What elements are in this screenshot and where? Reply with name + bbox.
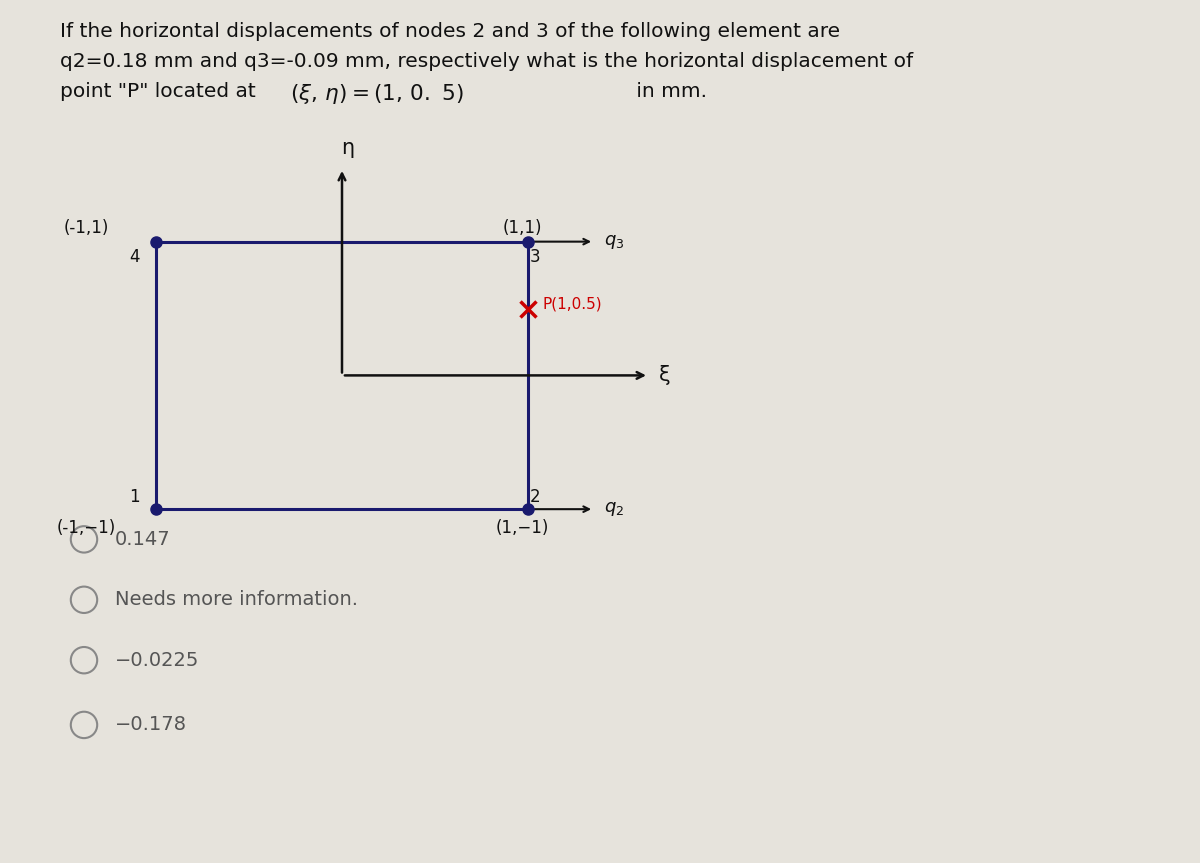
Text: P(1,0.5): P(1,0.5)	[542, 297, 602, 312]
Text: q2=0.18 mm and q3=-0.09 mm, respectively what is the horizontal displacement of: q2=0.18 mm and q3=-0.09 mm, respectively…	[60, 52, 913, 71]
Text: (-1,−1): (-1,−1)	[56, 520, 116, 537]
Text: (-1,1): (-1,1)	[64, 219, 109, 236]
Text: $q_2$: $q_2$	[604, 501, 624, 518]
Text: (1,1): (1,1)	[503, 219, 541, 236]
Text: in mm.: in mm.	[630, 82, 707, 101]
Text: 3: 3	[530, 249, 540, 266]
Text: $\left(\xi,\, \eta\right) = \left(1,\, 0.\ 5\right)$: $\left(\xi,\, \eta\right) = \left(1,\, 0…	[290, 82, 464, 106]
Text: $q_3$: $q_3$	[604, 233, 624, 250]
Text: 4: 4	[130, 249, 139, 266]
Text: 0.147: 0.147	[115, 530, 170, 549]
Text: −0.178: −0.178	[115, 715, 187, 734]
Text: 1: 1	[130, 488, 139, 506]
Text: If the horizontal displacements of nodes 2 and 3 of the following element are: If the horizontal displacements of nodes…	[60, 22, 840, 41]
Text: (1,−1): (1,−1)	[496, 520, 548, 537]
Text: Needs more information.: Needs more information.	[115, 590, 358, 609]
Text: 2: 2	[530, 488, 540, 506]
Text: η: η	[342, 138, 354, 158]
Text: ξ: ξ	[659, 365, 671, 386]
Text: −0.0225: −0.0225	[115, 651, 199, 670]
Text: point "P" located at: point "P" located at	[60, 82, 262, 101]
